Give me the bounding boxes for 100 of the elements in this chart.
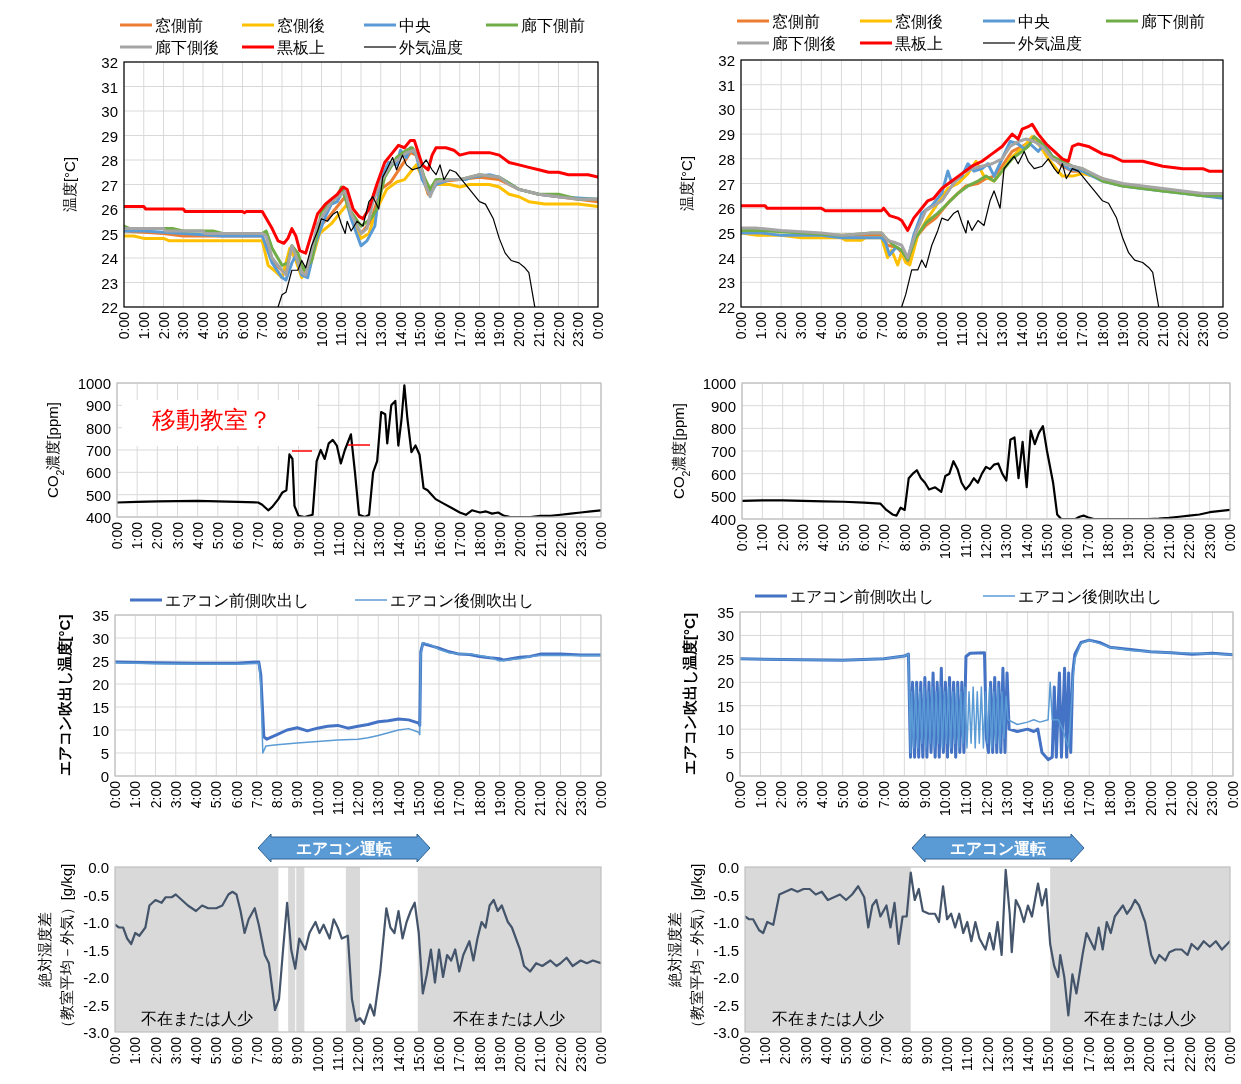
legend-label: エアコン後側吹出し (1018, 587, 1162, 605)
y-tick-label: -0.5 (713, 886, 739, 903)
x-tick-label: 9:00 (916, 780, 933, 809)
x-tick-label: 17:00 (1079, 523, 1096, 560)
x-tick-label: 22:00 (1181, 1036, 1198, 1073)
x-tick-label: 11:00 (333, 311, 350, 346)
y-tick-label: 800 (85, 419, 111, 437)
x-tick-label: 20:00 (1141, 1036, 1158, 1073)
x-tick-label: 4:00 (195, 311, 211, 340)
x-tick-label: 6:00 (856, 523, 872, 552)
x-tick-label: 10:00 (310, 521, 327, 558)
y-axis-title: 温度[°C] (61, 156, 78, 213)
x-tick-label: 13:00 (999, 1036, 1016, 1073)
x-tick-label: 21:00 (1161, 1036, 1178, 1073)
x-tick-label: 0:00 (734, 523, 750, 552)
x-tick-label: 7:00 (250, 521, 267, 550)
legend-label: 中央 (1018, 12, 1050, 30)
x-tick-label: 5:00 (833, 311, 850, 340)
y-tick-label: 25 (717, 650, 734, 668)
x-tick-label: 0:00 (733, 311, 749, 340)
x-tick-label: 9:00 (289, 780, 306, 809)
x-tick-label: 12:00 (353, 311, 369, 348)
x-tick-label: 14:00 (390, 780, 407, 817)
y-tick-label: 35 (92, 606, 109, 624)
x-tick-label: 9:00 (290, 521, 307, 550)
x-tick-label: 10:00 (937, 523, 954, 560)
y-tick-label: -2.0 (83, 968, 109, 986)
x-tick-label: 5:00 (214, 311, 231, 340)
x-tick-label: 2:00 (149, 521, 166, 550)
x-tick-label: 10:00 (937, 780, 954, 817)
x-tick-label: 6:00 (230, 521, 246, 550)
y-tick-label: 700 (85, 441, 111, 459)
x-tick-label: 10:00 (939, 1036, 956, 1073)
x-tick-label: 20:00 (1140, 523, 1157, 560)
x-tick-label: 7:00 (878, 1036, 895, 1065)
y-tick-label: 5 (725, 744, 734, 762)
x-tick-label: 15:00 (412, 311, 429, 348)
x-tick-label: 0:00 (593, 521, 609, 550)
x-tick-label: 14:00 (1014, 311, 1031, 348)
x-tick-label: 8:00 (893, 311, 910, 340)
x-tick-label: 4:00 (813, 311, 830, 340)
x-tick-label: 22:00 (552, 780, 569, 817)
y-tick-label: 30 (101, 102, 118, 120)
text: エアコン運転 (950, 839, 1046, 857)
x-tick-label: 10:00 (933, 311, 950, 348)
x-tick-label: 2:00 (147, 1036, 164, 1065)
x-tick-label: 22:00 (552, 521, 569, 558)
x-tick-label: 8:00 (898, 1036, 915, 1065)
y-axis-title: エアコン吹出し温度[°C] (681, 613, 698, 775)
x-tick-label: 12:00 (978, 523, 994, 560)
x-tick-label: 8:00 (270, 521, 287, 550)
x-tick-label: 3:00 (797, 1036, 814, 1065)
x-tick-label: 8:00 (269, 1036, 285, 1065)
y-tick-label: 400 (710, 510, 736, 528)
y-tick-label: 1000 (77, 374, 111, 392)
y-tick-label: -2.5 (83, 996, 109, 1013)
x-tick-label: 18:00 (1101, 780, 1118, 817)
x-tick-label: 3:00 (167, 1036, 184, 1065)
y-tick-label: 400 (85, 508, 111, 526)
x-tick-label: 15:00 (411, 521, 428, 558)
y-tick-label: 29 (101, 127, 118, 144)
x-tick-label: 18:00 (1100, 1036, 1117, 1073)
x-tick-label: 23:00 (1201, 1036, 1218, 1073)
y-tick-label: 1000 (702, 374, 736, 392)
y-axis-title: 温度[°C] (678, 155, 695, 212)
y-tick-label: 25 (101, 225, 118, 242)
y-tick-label: 20 (92, 675, 109, 693)
x-tick-label: 3:00 (175, 311, 192, 340)
x-tick-label: 0:00 (1222, 1036, 1238, 1065)
y-tick-label: 900 (85, 396, 111, 414)
band-label: 不在または人少 (140, 1010, 253, 1027)
x-tick-label: 21:00 (530, 311, 547, 348)
x-tick-label: 5:00 (838, 1036, 855, 1065)
y-axis-title: エアコン吹出し温度[°C] (56, 614, 73, 777)
x-tick-label: 3:00 (167, 780, 184, 809)
x-tick-label: 1:00 (754, 523, 771, 552)
x-tick-label: 10:00 (309, 1036, 326, 1073)
x-tick-label: 23:00 (572, 521, 589, 558)
legend-label: 外気温度 (399, 38, 463, 56)
x-tick-label: 12:00 (979, 1036, 996, 1073)
x-tick-label: 8:00 (274, 311, 290, 340)
x-tick-label: 18:00 (471, 311, 488, 348)
x-tick-label: 13:00 (371, 521, 388, 558)
y-tick-label: 28 (718, 150, 735, 168)
y-tick-label: 500 (710, 487, 736, 505)
y-tick-label: 23 (101, 274, 118, 291)
x-tick-label: 20:00 (1134, 311, 1151, 348)
x-tick-label: 3:00 (793, 780, 810, 809)
y-tick-label: 31 (101, 78, 118, 95)
y-tick-label: -1.0 (713, 913, 739, 931)
legend-label: 廊下側前 (521, 16, 585, 34)
x-tick-label: 19:00 (1114, 311, 1131, 348)
y-tick-label: 600 (85, 463, 111, 481)
y-tick-label: 0.0 (88, 858, 109, 876)
x-tick-label: 6:00 (228, 1036, 245, 1065)
legend-label: 廊下側後 (772, 34, 836, 52)
y-tick-label: 5 (100, 744, 109, 762)
y-tick-label: -2.5 (713, 996, 739, 1013)
x-tick-label: 1:00 (753, 311, 770, 340)
x-tick-label: 3:00 (795, 523, 811, 552)
